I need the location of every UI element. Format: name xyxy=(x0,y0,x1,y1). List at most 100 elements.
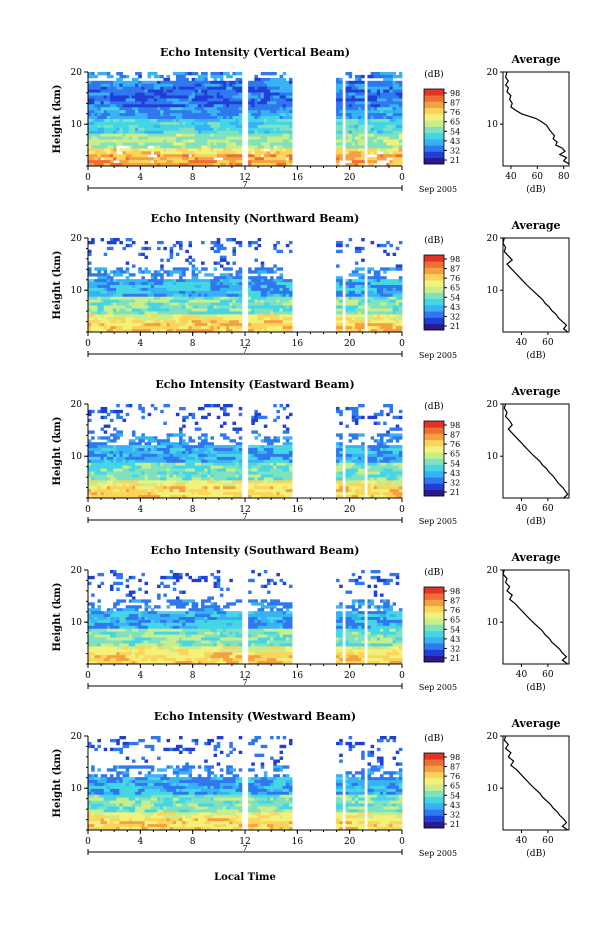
heatmap-cell xyxy=(238,448,243,452)
heatmap-cell xyxy=(348,83,353,88)
heatmap-cell xyxy=(266,130,271,135)
heatmap-cell xyxy=(219,139,224,143)
heatmap-cell xyxy=(266,320,271,324)
heatmap-cell xyxy=(109,290,114,295)
heatmap-cell xyxy=(232,92,236,96)
heatmap-cell xyxy=(373,160,378,164)
heatmap-cell xyxy=(179,282,183,286)
heatmap-cell xyxy=(376,433,381,437)
heatmap-cell xyxy=(109,409,114,414)
heatmap-cell xyxy=(169,136,174,140)
heatmap-cell xyxy=(354,110,359,114)
heatmap-cell xyxy=(389,142,393,146)
heatmap-cell xyxy=(185,124,189,129)
heatmap-cell xyxy=(131,77,136,82)
heatmap-cell xyxy=(119,326,123,330)
heatmap-cell xyxy=(210,154,214,158)
heatmap-cell xyxy=(367,101,371,105)
heatmap-cell xyxy=(179,311,183,315)
heatmap-cell xyxy=(226,119,230,123)
heatmap-cell xyxy=(138,116,142,120)
heatmap-cell xyxy=(138,282,142,286)
heatmap-cell xyxy=(194,142,199,146)
heatmap-cell xyxy=(160,258,164,262)
heatmap-cell xyxy=(106,412,111,417)
heatmap-cell xyxy=(150,448,155,452)
heatmap-cell xyxy=(351,320,356,324)
heatmap-cell xyxy=(348,445,353,449)
heatmap-cell xyxy=(116,451,120,455)
heatmap-cell xyxy=(361,317,365,321)
heatmap-cell xyxy=(367,83,371,88)
heatmap-cell xyxy=(389,151,393,155)
heatmap-cell xyxy=(194,448,199,452)
heatmap-cell xyxy=(235,72,240,76)
heatmap-cell xyxy=(285,95,290,99)
heatmap-cell xyxy=(235,329,240,333)
heatmap-cell xyxy=(266,77,271,82)
heatmap-cell xyxy=(182,299,186,304)
heatmap-cell xyxy=(201,445,205,449)
heatmap-cell xyxy=(125,86,130,91)
heatmap-cell xyxy=(191,92,196,96)
heatmap-cell xyxy=(361,305,365,309)
heatmap-cell xyxy=(141,279,145,283)
heatmap-cell xyxy=(141,157,145,161)
heatmap-cell xyxy=(109,139,114,143)
heatmap-cell xyxy=(351,273,356,277)
heatmap-cell xyxy=(373,89,378,93)
heatmap-cell xyxy=(179,142,183,146)
heatmap-cell xyxy=(361,86,365,91)
heatmap-cell xyxy=(188,163,193,167)
heatmap-cell xyxy=(125,311,130,315)
heatmap-cell xyxy=(213,113,218,117)
heatmap-cell xyxy=(185,308,189,312)
colorbar-segment xyxy=(424,151,444,159)
heatmap-cell xyxy=(182,285,186,289)
heatmap-cell xyxy=(128,130,133,135)
heatmap-cell xyxy=(386,323,390,327)
heatmap-cell xyxy=(257,157,262,161)
heatmap-cell xyxy=(254,136,258,140)
heatmap-cell xyxy=(232,252,236,257)
heatmap-cell xyxy=(144,113,149,117)
heatmap-cell xyxy=(223,445,227,449)
heatmap-cell xyxy=(260,311,265,315)
heatmap-cell xyxy=(197,104,202,108)
heatmap-cell xyxy=(216,293,221,298)
heatmap-cell xyxy=(119,279,123,283)
heatmap-cell xyxy=(389,110,393,114)
heatmap-cell xyxy=(219,406,224,411)
heatmap-cell xyxy=(285,415,290,420)
heatmap-cell xyxy=(339,139,343,143)
heatmap-cell xyxy=(389,136,393,140)
heatmap-cell xyxy=(232,86,236,91)
heatmap-cell xyxy=(226,113,230,117)
heatmap-cell xyxy=(348,157,353,161)
heatmap-cell xyxy=(351,92,356,96)
heatmap-cell xyxy=(248,290,252,295)
heatmap-cell xyxy=(119,92,123,96)
heatmap-cell xyxy=(97,127,101,132)
heatmap-cell xyxy=(197,270,202,274)
heatmap-cell xyxy=(383,95,387,99)
heatmap-cell xyxy=(226,323,230,327)
heatmap-cell xyxy=(188,436,193,440)
heatmap-cell xyxy=(119,267,123,271)
profile-frame xyxy=(502,237,570,333)
heatmap-cell xyxy=(370,148,375,152)
heatmap-cell xyxy=(100,124,105,129)
heatmap-cell xyxy=(185,151,189,155)
heatmap-cell xyxy=(254,329,258,333)
heatmap-cell xyxy=(179,98,183,102)
heatmap-cell xyxy=(147,95,152,99)
heatmap-cell xyxy=(351,412,356,417)
heatmap-cell xyxy=(354,92,359,96)
heatmap-cell xyxy=(389,83,393,88)
heatmap-cell xyxy=(229,326,233,330)
heatmap-cell xyxy=(232,439,236,443)
y-tick-label: 20 xyxy=(71,234,83,244)
heatmap-cell xyxy=(175,290,180,295)
heatmap-cell xyxy=(345,151,350,155)
heatmap-cell xyxy=(194,273,199,277)
